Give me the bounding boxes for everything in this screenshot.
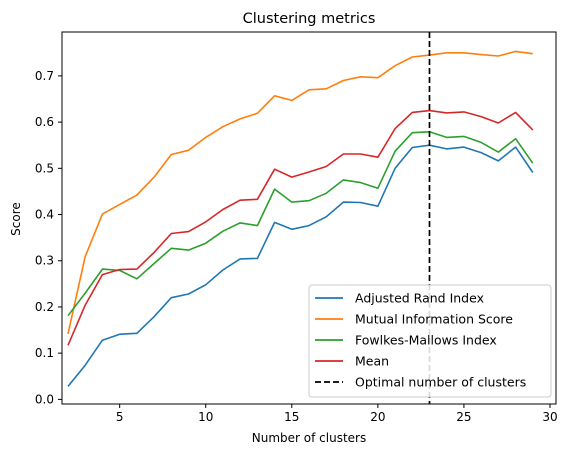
y-tick-label: 0.3 — [35, 254, 54, 268]
series-line-1 — [67, 50, 533, 334]
plot-frame — [61, 31, 557, 405]
legend-entry-label: Mean — [355, 354, 389, 369]
x-axis: 5 10 15 20 25 30 — [116, 404, 558, 424]
x-tick-label: 30 — [542, 410, 557, 424]
x-tick-label: 15 — [284, 410, 299, 424]
series-line-2 — [67, 131, 534, 317]
legend-entry-label: Mutual Information Score — [355, 312, 513, 327]
plot-area — [61, 31, 557, 405]
legend: Adjusted Rand Index Mutual Information Sc… — [308, 284, 552, 398]
x-tick-label: 5 — [116, 410, 124, 424]
x-tick-label: 25 — [456, 410, 471, 424]
y-tick-label: 0.2 — [35, 300, 54, 314]
series-line-3 — [67, 109, 534, 346]
x-tick-label: 20 — [370, 410, 385, 424]
legend-entry-label: Optimal number of clusters — [355, 375, 526, 390]
y-tick-label: 0.0 — [35, 392, 54, 406]
series-line-0 — [67, 144, 534, 387]
y-axis-label: Score — [9, 202, 23, 236]
y-tick-label: 0.7 — [35, 69, 54, 83]
y-tick-label: 0.5 — [35, 161, 54, 175]
chart-title: Clustering metrics — [243, 11, 376, 27]
legend-entry-label: Adjusted Rand Index — [355, 291, 484, 306]
y-tick-label: 0.4 — [35, 208, 54, 222]
legend-entry-label: Fowlkes-Mallows Index — [355, 333, 497, 348]
y-axis: 0.0 0.1 0.2 0.3 0.4 0.5 0.6 0.7 — [35, 69, 62, 406]
x-tick-label: 10 — [198, 410, 213, 424]
series-layer — [67, 50, 534, 387]
legend-box — [308, 284, 552, 398]
y-tick-label: 0.1 — [35, 346, 54, 360]
y-tick-label: 0.6 — [35, 115, 54, 129]
x-axis-label: Number of clusters — [252, 431, 366, 445]
